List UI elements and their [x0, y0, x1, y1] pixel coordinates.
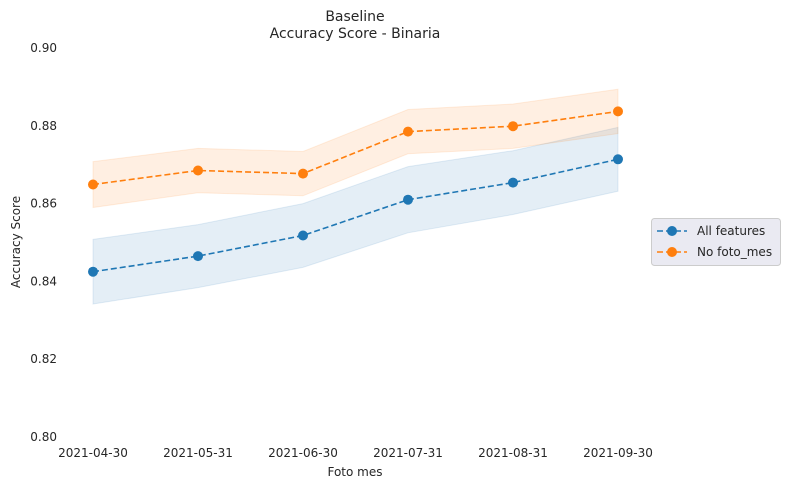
x-tick-label: 2021-04-30	[58, 446, 128, 460]
y-tick-label: 0.84	[30, 274, 57, 288]
x-tick-label: 2021-06-30	[268, 446, 338, 460]
line-no-foto-mes	[92, 110, 619, 186]
x-tick-label: 2021-05-31	[163, 446, 233, 460]
legend-label-no-foto-mes: No foto_mes	[697, 245, 772, 259]
x-tick-label: 2021-07-31	[373, 446, 443, 460]
series-lines	[92, 110, 619, 273]
legend-marker-no-foto-mes	[667, 247, 677, 257]
y-tick-label: 0.88	[30, 119, 57, 133]
chart-title: Baseline	[325, 9, 384, 25]
data-points	[88, 106, 623, 277]
y-axis-ticks: 0.80 0.82 0.84 0.86 0.88 0.90	[30, 41, 57, 444]
y-tick-label: 0.90	[30, 41, 57, 55]
y-tick-label: 0.86	[30, 197, 57, 211]
band-all-features	[92, 126, 619, 305]
x-tick-label: 2021-08-31	[478, 446, 548, 460]
point-no-foto-mes	[298, 168, 308, 179]
y-axis-label: Accuracy Score	[9, 196, 23, 288]
x-axis-ticks: 2021-04-30 2021-05-31 2021-06-30 2021-07-31…	[58, 446, 653, 460]
y-tick-label: 0.82	[30, 352, 57, 366]
legend: All features No foto_mes	[651, 218, 781, 266]
band-no-foto-mes	[92, 88, 619, 209]
confidence-bands	[92, 88, 619, 305]
point-no-foto-mes	[193, 165, 203, 176]
x-axis-label: Foto mes	[327, 465, 382, 479]
legend-marker-all-features	[667, 226, 677, 236]
legend-box	[651, 218, 781, 266]
x-tick-label: 2021-09-30	[583, 446, 653, 460]
point-all-features	[193, 251, 203, 262]
point-no-foto-mes	[508, 121, 518, 132]
point-all-features	[613, 154, 623, 165]
point-all-features	[403, 194, 413, 205]
y-tick-label: 0.80	[30, 430, 57, 444]
point-all-features	[508, 177, 518, 188]
point-all-features	[298, 230, 308, 241]
point-all-features	[88, 266, 98, 277]
point-no-foto-mes	[88, 179, 98, 190]
point-no-foto-mes	[403, 126, 413, 137]
chart-subtitle: Accuracy Score - Binaria	[270, 26, 441, 42]
legend-label-all-features: All features	[697, 224, 765, 238]
point-no-foto-mes	[613, 106, 623, 117]
